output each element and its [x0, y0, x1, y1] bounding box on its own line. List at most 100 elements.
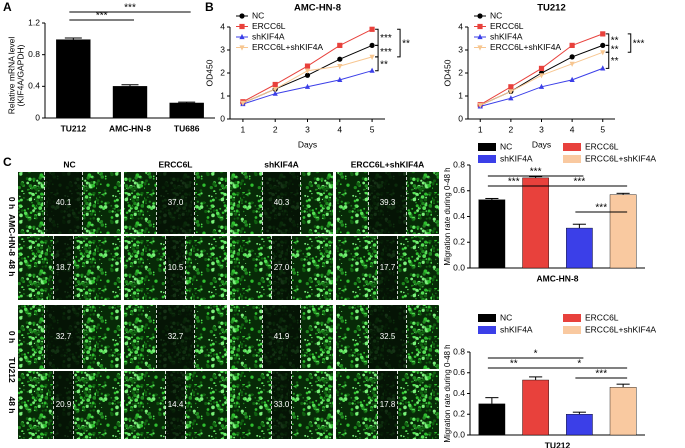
legend-label: ERCC6L+shKIF4A — [585, 153, 656, 163]
x-tick-label: TU686 — [174, 123, 200, 133]
x-tick-label: 3 — [539, 124, 544, 134]
error-bar — [529, 176, 543, 178]
error-bar — [572, 411, 586, 415]
marker — [508, 95, 514, 101]
wound-width: 20.9 — [56, 400, 72, 409]
y-tick-label: 1.2 — [28, 17, 40, 27]
y-tick-label: 0.0 — [453, 262, 465, 272]
y-tick-label: 0.4 — [453, 211, 465, 221]
wound-gap — [271, 236, 292, 300]
y-tick-label: 0.0 — [453, 429, 465, 439]
legend-label: shKIF4A — [252, 31, 285, 41]
y-tick-label: 3 — [458, 44, 463, 54]
error-bar — [616, 192, 630, 195]
marker — [369, 54, 375, 60]
significance-bracket — [375, 28, 379, 46]
wound-gap — [368, 305, 407, 369]
wound-gap — [44, 172, 83, 234]
legend-swatch — [563, 314, 581, 322]
x-tick-label: 2 — [509, 124, 514, 134]
legend-label: ERCC6L+shKIF4A — [490, 42, 561, 52]
y-tick-label: 2 — [220, 67, 225, 77]
wound-width: 32.7 — [56, 332, 72, 341]
marker — [272, 87, 278, 93]
series-line — [480, 51, 603, 106]
significance-label: ** — [611, 44, 619, 55]
y-tick-label: 1 — [220, 90, 225, 100]
bar — [478, 403, 506, 436]
y-tick-label: 1 — [458, 90, 463, 100]
legend-marker — [239, 13, 245, 19]
cell-line-label: AMC-HN-8 — [7, 214, 17, 256]
y-tick-label: 0.2 — [453, 237, 465, 247]
wound-gap — [44, 305, 83, 369]
legend-label: shKIF4A — [500, 153, 533, 163]
error-bar — [485, 397, 499, 404]
column-header: NC — [63, 159, 75, 169]
significance-bracket — [605, 51, 610, 69]
x-tick-label: 5 — [600, 124, 605, 134]
significance-label: * — [534, 349, 538, 360]
x-tick-label: TU212 — [61, 123, 87, 133]
chart-title: AMC-HN-8 — [294, 3, 341, 14]
bar — [609, 194, 637, 269]
marker — [538, 65, 545, 71]
x-tick-label: 4 — [337, 124, 342, 134]
bar — [522, 177, 549, 269]
bar — [56, 39, 91, 119]
marker — [337, 64, 343, 70]
marker — [369, 42, 375, 49]
bar — [566, 414, 593, 436]
legend-marker — [477, 13, 483, 19]
legend-swatch — [478, 314, 496, 322]
column-header: shKIF4A — [264, 159, 298, 169]
legend-swatch — [478, 143, 496, 151]
error-bar — [64, 37, 82, 40]
wound-gap — [156, 305, 195, 369]
panel-label: B — [205, 0, 214, 14]
x-axis-label: AMC-HN-8 — [536, 273, 578, 283]
legend-label: ERCC6L — [490, 21, 524, 31]
marker — [272, 90, 278, 96]
wound-gap — [53, 236, 74, 300]
y-tick-label: 0.2 — [453, 409, 465, 419]
y-tick-label: 0.8 — [453, 159, 465, 169]
y-axis-label: (KIF4A/GAPDH) — [15, 44, 25, 106]
significance-label: ** — [510, 359, 518, 370]
y-tick-label: 4 — [458, 21, 463, 31]
legend-label: NC — [500, 141, 512, 151]
y-tick-label: 0 — [220, 113, 225, 123]
significance-label: *** — [96, 11, 108, 22]
wound-gap — [53, 371, 74, 439]
y-tick-label: 0.6 — [453, 185, 465, 195]
marker — [508, 89, 514, 95]
marker — [477, 103, 483, 109]
error-bar — [572, 223, 586, 229]
legend-marker — [239, 45, 245, 51]
significance-label: *** — [633, 39, 645, 50]
error-bar — [485, 197, 499, 200]
time-label: 48 h — [7, 259, 17, 276]
wound-gap — [377, 371, 398, 439]
legend-label: shKIF4A — [490, 31, 523, 41]
cell-line-label: TU212 — [7, 357, 17, 383]
y-axis-label: OD450 — [442, 59, 452, 86]
wound-width: 32.5 — [380, 332, 396, 341]
x-axis-label: TU212 — [545, 440, 571, 448]
marker — [600, 42, 606, 49]
wound-gap — [165, 236, 186, 300]
error-bar — [121, 84, 139, 87]
bar — [566, 227, 593, 269]
legend-label: ERCC6L — [585, 312, 619, 322]
x-tick-label: 1 — [241, 124, 246, 134]
significance-bracket — [605, 33, 610, 46]
wound-width: 40.1 — [56, 198, 72, 207]
marker — [600, 65, 606, 71]
y-tick-label: 4 — [220, 21, 225, 31]
marker — [337, 42, 343, 48]
x-axis-label: Days — [298, 139, 317, 149]
marker — [569, 42, 575, 48]
y-tick-label: 0.8 — [28, 49, 40, 59]
legend-swatch — [563, 155, 581, 163]
marker — [569, 61, 575, 67]
